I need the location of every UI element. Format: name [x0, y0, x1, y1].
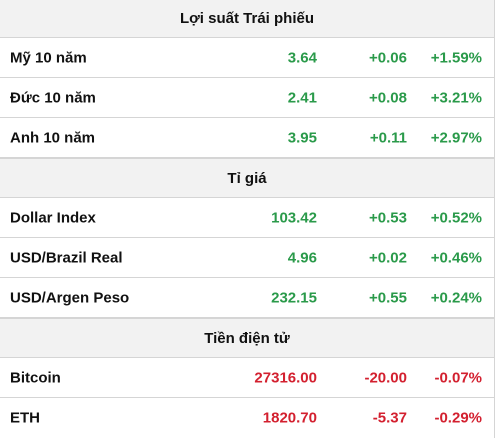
row-change: +0.08: [369, 89, 407, 106]
row-percent: -0.07%: [434, 369, 482, 386]
row-name: Dollar Index: [10, 209, 96, 226]
row-name: Anh 10 năm: [10, 129, 96, 146]
row-name: ETH: [10, 409, 40, 427]
table-row-us-10y[interactable]: Mỹ 10 năm 3.64 +0.06 +1.59%: [0, 38, 494, 78]
row-value: 1820.70: [262, 409, 317, 427]
section-header-crypto: Tiền điện tử: [0, 318, 494, 358]
row-change: +0.11: [369, 129, 407, 146]
table-row-dollar-index[interactable]: Dollar Index 103.42 +0.53 +0.52%: [0, 198, 494, 238]
table-row-uk-10y[interactable]: Anh 10 năm 3.95 +0.11 +2.97%: [0, 118, 494, 158]
row-change: -5.37: [372, 409, 407, 427]
row-name: Đức 10 năm: [10, 89, 96, 106]
table-row-usd-argen-peso[interactable]: USD/Argen Peso 232.15 +0.55 +0.24%: [0, 278, 494, 318]
row-value: 4.96: [287, 249, 317, 266]
row-name: Bitcoin: [10, 369, 61, 386]
row-percent: +3.21%: [430, 89, 482, 106]
row-percent: +0.24%: [430, 289, 482, 306]
row-percent: +0.52%: [430, 209, 482, 226]
section-header-exchange-rates: Tỉ giá: [0, 158, 494, 198]
table-row-bitcoin[interactable]: Bitcoin 27316.00 -20.00 -0.07%: [0, 358, 494, 398]
row-name: USD/Argen Peso: [10, 289, 130, 306]
section-title: Tỉ giá: [227, 169, 267, 187]
row-change: +0.55: [369, 289, 407, 306]
row-percent: -0.29%: [434, 409, 482, 427]
row-percent: +2.97%: [430, 129, 482, 146]
row-change: +0.02: [369, 249, 407, 266]
section-header-bond-yields: Lợi suất Trái phiếu: [0, 0, 494, 38]
row-value: 3.95: [287, 129, 317, 146]
row-value: 232.15: [271, 289, 317, 306]
row-value: 103.42: [271, 209, 317, 226]
table-row-usd-brazil-real[interactable]: USD/Brazil Real 4.96 +0.02 +0.46%: [0, 238, 494, 278]
row-name: USD/Brazil Real: [10, 249, 123, 266]
row-value: 2.41: [287, 89, 317, 106]
row-name: Mỹ 10 năm: [10, 49, 87, 66]
table-row-germany-10y[interactable]: Đức 10 năm 2.41 +0.08 +3.21%: [0, 78, 494, 118]
row-value: 3.64: [287, 49, 317, 66]
table-row-eth[interactable]: ETH 1820.70 -5.37 -0.29%: [0, 398, 494, 438]
section-title: Tiền điện tử: [204, 329, 290, 347]
row-value: 27316.00: [254, 369, 317, 386]
row-percent: +1.59%: [430, 49, 482, 66]
row-change: -20.00: [364, 369, 407, 386]
row-change: +0.06: [369, 49, 407, 66]
section-title: Lợi suất Trái phiếu: [179, 10, 315, 27]
row-change: +0.53: [369, 209, 407, 226]
row-percent: +0.46%: [430, 249, 482, 266]
